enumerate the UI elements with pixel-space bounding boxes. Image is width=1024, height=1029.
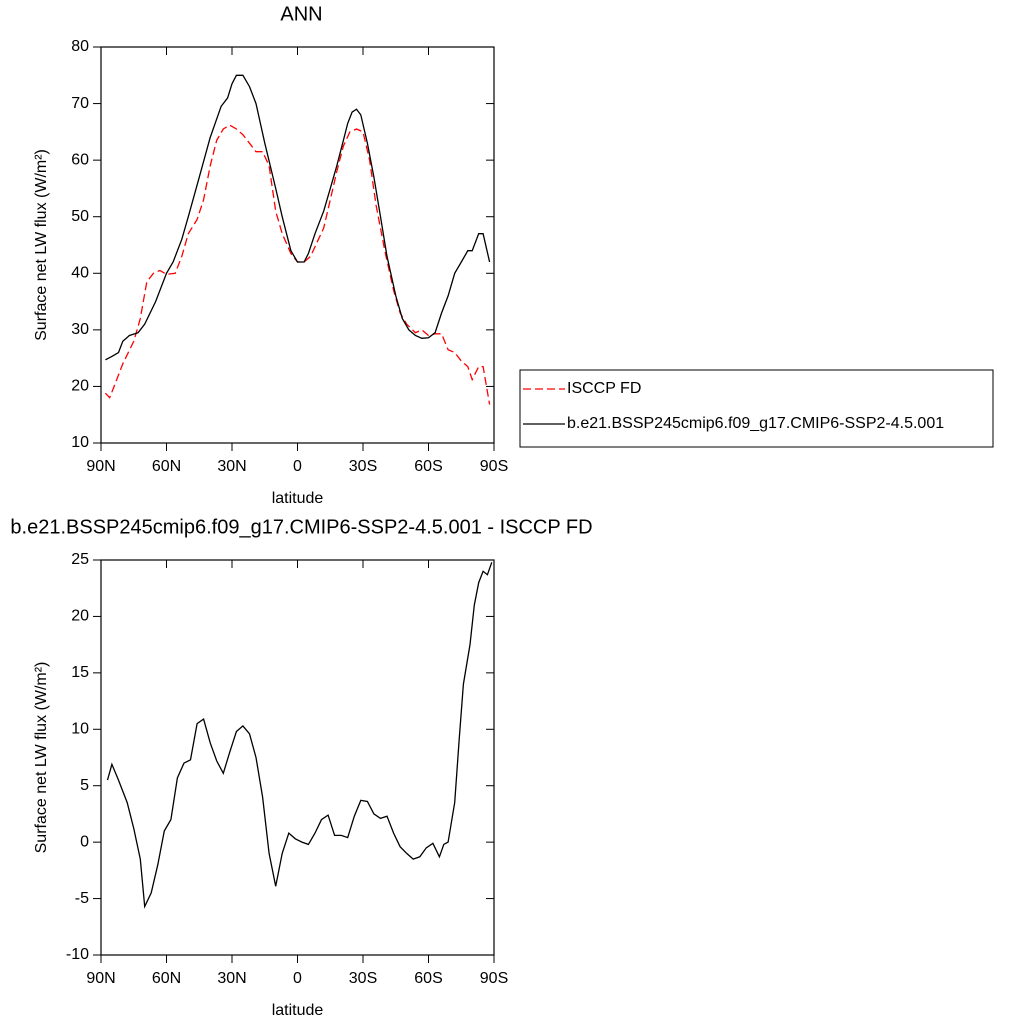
y-tick-label: 0 xyxy=(80,833,89,850)
data-line xyxy=(105,74,491,361)
x-tick-label: 90S xyxy=(480,970,508,987)
y-tick-label: 20 xyxy=(71,608,89,625)
chart-title: b.e21.BSSP245cmip6.f09_g17.CMIP6-SSP2-4.… xyxy=(10,516,592,538)
legend-label: b.e21.BSSP245cmip6.f09_g17.CMIP6-SSP2-4.… xyxy=(567,415,944,432)
legend-box xyxy=(519,369,994,448)
x-tick-label: 30N xyxy=(217,970,246,987)
x-tick-label: 60S xyxy=(414,970,442,987)
x-tick-label: 90N xyxy=(86,458,115,475)
x-tick-label: 60N xyxy=(152,458,181,475)
y-tick-label: 15 xyxy=(71,664,89,681)
y-tick-label: 80 xyxy=(71,38,89,55)
y-tick-label: 50 xyxy=(71,208,89,225)
y-tick-label: 60 xyxy=(71,151,89,168)
x-tick-label: 0 xyxy=(293,970,302,987)
x-tick-label: 30S xyxy=(349,970,377,987)
legend-label: ISCCP FD xyxy=(567,380,641,397)
y-axis-label: Surface net LW flux (W/m²) xyxy=(33,149,50,341)
x-tick-label: 60N xyxy=(152,970,181,987)
data-line xyxy=(106,562,493,909)
y-tick-label: 20 xyxy=(71,378,89,395)
y-tick-label: 25 xyxy=(71,551,89,568)
y-tick-label: 40 xyxy=(71,265,89,282)
chart-title: ANN xyxy=(280,3,322,25)
x-axis-label: latitude xyxy=(272,490,324,507)
plot-frame xyxy=(100,559,495,956)
data-line xyxy=(104,124,491,405)
plot-frame xyxy=(100,46,495,444)
y-tick-label: 5 xyxy=(80,777,89,794)
x-axis-label: latitude xyxy=(272,1002,324,1019)
y-tick-label: -5 xyxy=(75,890,89,907)
x-tick-label: 90N xyxy=(86,970,115,987)
x-tick-label: 30S xyxy=(349,458,377,475)
y-tick-label: 70 xyxy=(71,95,89,112)
x-tick-label: 30N xyxy=(217,458,246,475)
y-tick-label: 30 xyxy=(71,321,89,338)
y-tick-label: 10 xyxy=(71,721,89,738)
y-tick-label: 10 xyxy=(71,434,89,451)
x-tick-label: 90S xyxy=(480,458,508,475)
y-axis-label: Surface net LW flux (W/m²) xyxy=(33,662,50,854)
y-tick-label: -10 xyxy=(66,946,89,963)
x-tick-label: 0 xyxy=(293,458,302,475)
x-tick-label: 60S xyxy=(414,458,442,475)
